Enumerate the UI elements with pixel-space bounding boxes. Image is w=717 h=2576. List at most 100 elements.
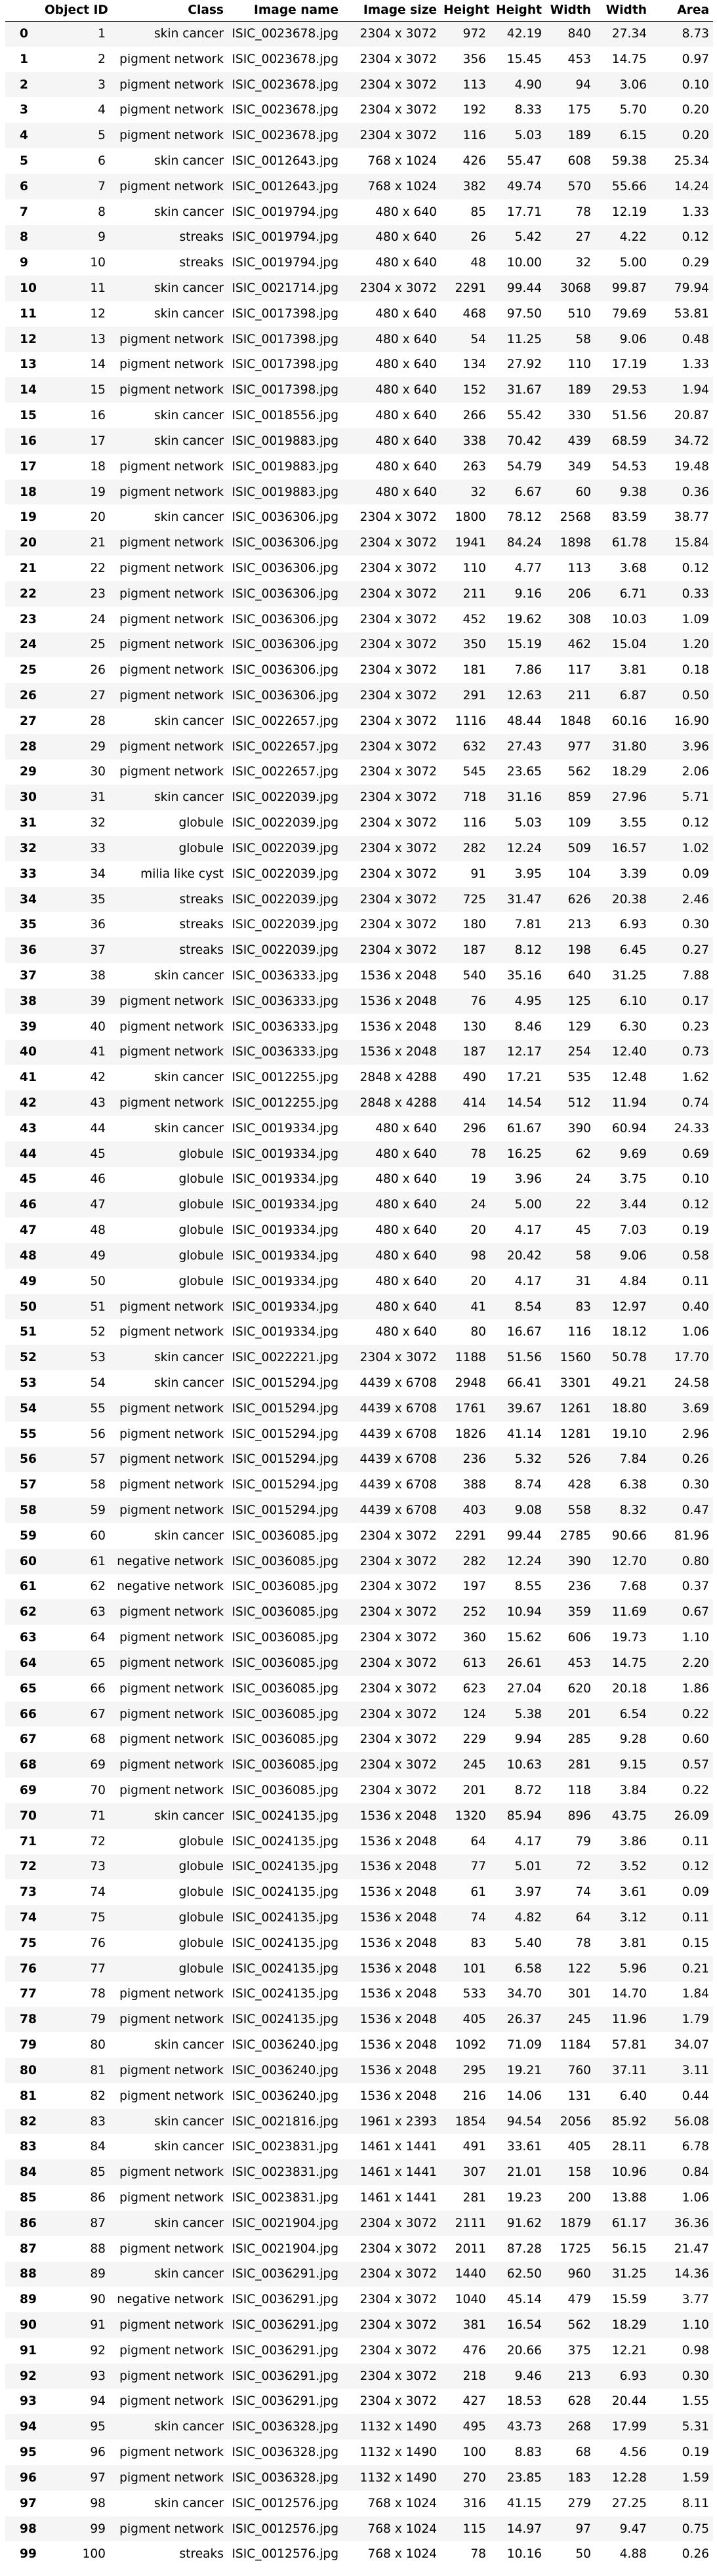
table-cell: 84 [90,2140,106,2154]
table-cell: 0.12 [682,1860,709,1874]
table-cell: 65 [90,1656,106,1670]
table-cell: 14.70 [611,1987,647,2001]
table-cell: 0.22 [682,1783,709,1797]
table-cell: 175 [567,103,592,117]
table-row: 26 27 pigment network ISIC_0036306.jpg 2304 … [5,683,713,708]
table-cell: ISIC_0024135.jpg [232,2013,338,2027]
row-index: 13 [20,358,37,372]
table-cell: 0.12 [682,816,709,830]
table-cell: 0.11 [682,1911,709,1925]
table-cell: 110 [462,561,487,575]
table-cell: 48.44 [506,714,542,728]
table-cell: 93 [90,2369,106,2383]
table-cell: 562 [567,765,592,779]
table-cell: 0.26 [682,2547,709,2562]
table-cell: 45.14 [506,2293,542,2307]
table-cell: 768 x 1024 [367,179,437,194]
table-cell: skin cancer [154,153,224,168]
table-cell: pigment network [119,689,224,703]
row-index: 44 [20,1147,37,1161]
table-cell: 18.29 [611,2318,647,2333]
table-cell: globule [178,1172,224,1187]
table-cell: 11.96 [611,2013,647,2027]
table-cell: 110 [567,358,592,372]
table-row: 27 28 skin cancer ISIC_0022657.jpg 2304 x 30… [5,708,713,734]
table-cell: 152 [462,383,487,398]
table-cell: 1 [98,27,106,41]
table-cell: 0.33 [682,586,709,601]
table-cell: 4.95 [514,994,542,1008]
table-cell: 1.06 [682,2190,709,2205]
table-cell: 17.99 [611,2420,647,2434]
table-cell: 70 [90,1783,106,1797]
table-cell: ISIC_0012576.jpg [232,2547,338,2562]
table-cell: 32 [470,485,486,499]
row-index: 71 [20,1834,37,1849]
table-cell: 134 [462,358,487,372]
table-cell: 254 [567,1045,592,1059]
table-cell: 1854 [455,2114,486,2129]
table-cell: ISIC_0036306.jpg [232,689,338,703]
table-cell: 21.01 [506,2165,542,2180]
table-row: 24 25 pigment network ISIC_0036306.jpg 2304 … [5,632,713,658]
table-cell: 480 x 640 [375,1223,437,1238]
table-cell: 229 [462,1732,487,1747]
table-cell: pigment network [119,1096,224,1111]
table-cell: skin cancer [154,434,224,448]
table-cell: 19.62 [506,612,542,626]
table-cell: ISIC_0018556.jpg [232,409,338,423]
row-index: 99 [20,2547,37,2562]
table-row: 55 56 pigment network ISIC_0015294.jpg 4439 … [5,1421,713,1447]
table-cell: 350 [462,638,487,652]
table-cell: 9.15 [619,1758,647,1772]
table-cell: 2304 x 3072 [359,586,437,601]
table-cell: ISIC_0036306.jpg [232,586,338,601]
column-header: Height [490,0,546,22]
table-cell: 19.21 [506,2063,542,2077]
table-cell: 43.73 [506,2420,542,2434]
table-cell: pigment network [119,52,224,66]
table-cell: 426 [462,153,487,168]
table-cell: 3.11 [682,2063,709,2077]
table-cell: ISIC_0021714.jpg [232,281,338,296]
table-cell: 81 [90,2063,106,2077]
table-cell: 19.23 [506,2190,542,2205]
row-index: 95 [20,2445,37,2460]
table-cell: ISIC_0036085.jpg [232,1681,338,1696]
table-row: 80 81 pigment network ISIC_0036240.jpg 1536 … [5,2058,713,2083]
table-row: 11 12 skin cancer ISIC_0017398.jpg 480 x 640… [5,300,713,327]
table-cell: 13 [90,332,106,346]
table-cell: 4 [98,103,106,117]
row-index: 81 [20,2089,37,2103]
table-cell: 213 [567,2369,592,2383]
table-cell: 17 [90,434,106,448]
table-cell: ISIC_0019883.jpg [232,434,338,448]
table-cell: 1.79 [682,2013,709,2027]
table-cell: 20.18 [611,1681,647,1696]
table-cell: 201 [462,1783,487,1797]
row-index: 57 [20,1478,37,1492]
table-cell: 7.86 [514,663,542,678]
table-cell: 78 [575,205,591,219]
table-cell: 0.44 [682,2089,709,2103]
table-row: 16 17 skin cancer ISIC_0019883.jpg 480 x 640… [5,428,713,454]
table-cell: 6.40 [619,2089,647,2103]
table-cell: pigment network [119,129,224,143]
table-cell: 1560 [560,1351,591,1365]
row-index: 58 [20,1503,37,1518]
table-cell: 3.55 [619,816,647,830]
table-cell: 3.97 [514,1885,542,1900]
table-row: 76 77 globule ISIC_0024135.jpg 1536 x 2048 10… [5,1955,713,1982]
table-cell: globule [178,1911,224,1925]
table-cell: 187 [462,943,487,958]
table-cell: 9.06 [619,1248,647,1263]
table-cell: 39.67 [506,1401,542,1416]
table-cell: pigment network [119,1427,224,1441]
table-cell: 44 [90,1121,106,1135]
table-cell: 54.79 [506,459,542,474]
table-cell: 41.14 [506,1427,542,1441]
table-cell: pigment network [119,2318,224,2333]
table-row: 5 6 skin cancer ISIC_0012643.jpg 768 x 1024 4… [5,148,713,174]
table-cell: streaks [179,892,224,907]
table-row: 52 53 skin cancer ISIC_0022221.jpg 2304 x 30… [5,1345,713,1371]
